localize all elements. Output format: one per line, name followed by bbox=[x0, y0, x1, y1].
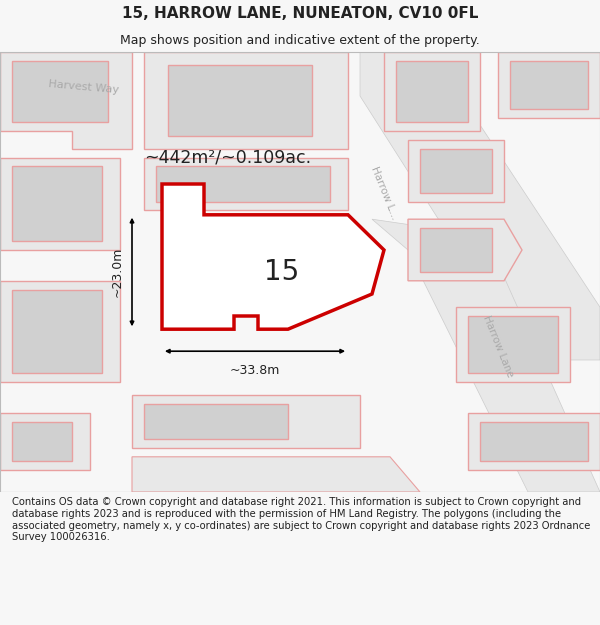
Text: ~442m²/~0.109ac.: ~442m²/~0.109ac. bbox=[145, 148, 311, 166]
Polygon shape bbox=[372, 219, 600, 492]
Text: ~23.0m: ~23.0m bbox=[110, 247, 124, 297]
Polygon shape bbox=[468, 412, 600, 470]
Polygon shape bbox=[204, 219, 342, 250]
Polygon shape bbox=[12, 166, 102, 241]
Polygon shape bbox=[0, 412, 90, 470]
Polygon shape bbox=[144, 158, 348, 211]
Text: Map shows position and indicative extent of the property.: Map shows position and indicative extent… bbox=[120, 34, 480, 47]
Polygon shape bbox=[12, 61, 108, 122]
Polygon shape bbox=[420, 149, 492, 192]
Polygon shape bbox=[132, 457, 420, 492]
Polygon shape bbox=[156, 166, 330, 202]
Text: Harrow L...: Harrow L... bbox=[369, 165, 399, 221]
Text: 15: 15 bbox=[265, 258, 299, 286]
Text: Harrow Lane: Harrow Lane bbox=[481, 314, 515, 379]
Polygon shape bbox=[0, 52, 132, 149]
Polygon shape bbox=[360, 52, 600, 360]
Polygon shape bbox=[510, 61, 588, 109]
Polygon shape bbox=[408, 140, 504, 202]
Polygon shape bbox=[144, 404, 288, 439]
Polygon shape bbox=[384, 52, 480, 131]
Polygon shape bbox=[480, 422, 588, 461]
Polygon shape bbox=[144, 52, 348, 149]
Polygon shape bbox=[12, 289, 102, 373]
Polygon shape bbox=[12, 422, 72, 461]
Text: 15, HARROW LANE, NUNEATON, CV10 0FL: 15, HARROW LANE, NUNEATON, CV10 0FL bbox=[122, 6, 478, 21]
Polygon shape bbox=[420, 228, 492, 272]
Polygon shape bbox=[468, 316, 558, 373]
Polygon shape bbox=[162, 184, 384, 329]
Polygon shape bbox=[396, 61, 468, 122]
Polygon shape bbox=[168, 65, 312, 136]
Polygon shape bbox=[0, 281, 120, 382]
Polygon shape bbox=[132, 395, 360, 448]
Polygon shape bbox=[498, 52, 600, 118]
Text: Contains OS data © Crown copyright and database right 2021. This information is : Contains OS data © Crown copyright and d… bbox=[12, 498, 590, 542]
Text: ~33.8m: ~33.8m bbox=[230, 364, 280, 378]
Text: Harvest Way: Harvest Way bbox=[49, 79, 119, 95]
Polygon shape bbox=[408, 219, 522, 281]
Polygon shape bbox=[0, 158, 120, 250]
Polygon shape bbox=[456, 308, 570, 382]
